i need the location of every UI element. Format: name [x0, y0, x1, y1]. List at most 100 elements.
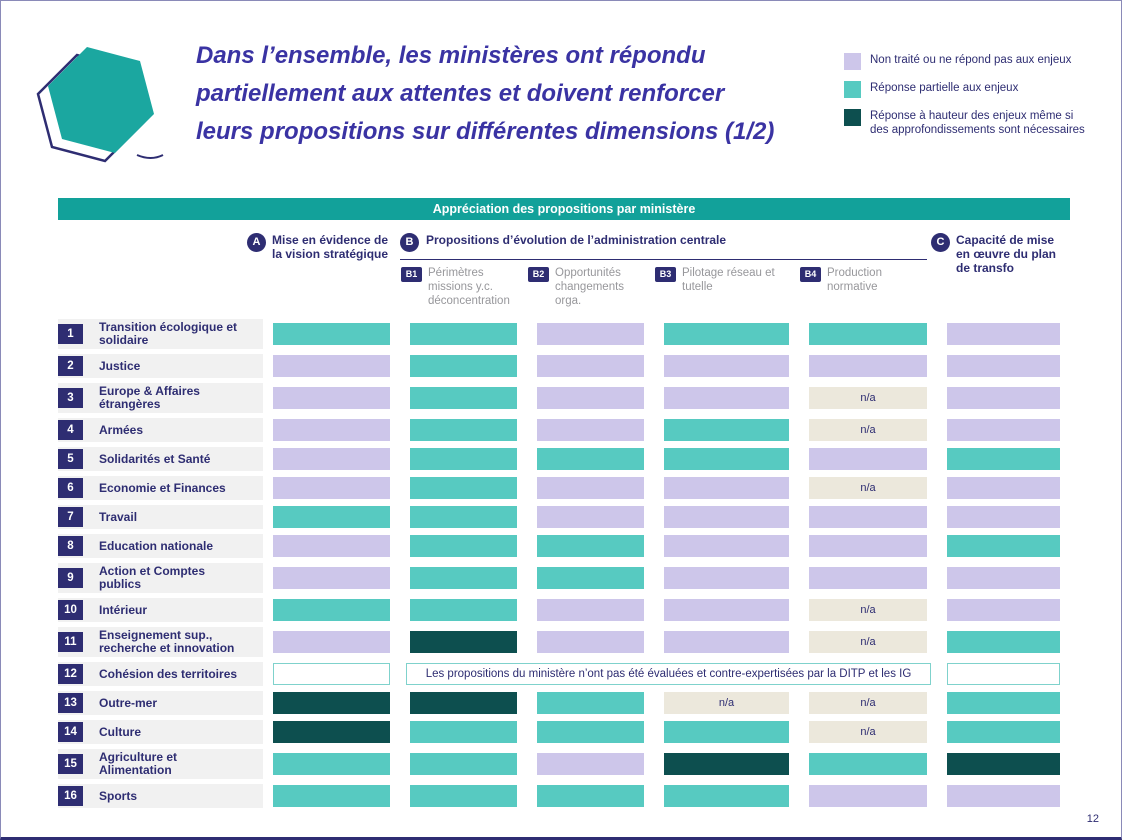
ministry-row: 13 Outre-mer n/a n/a — [58, 691, 1070, 715]
ministry-label: 2 Justice — [58, 354, 263, 378]
rating-cell — [410, 506, 517, 528]
ministry-name: Intérieur — [99, 602, 148, 617]
rating-cell — [664, 506, 789, 528]
ministry-name: Economie et Finances — [99, 480, 226, 495]
rating-cell — [537, 448, 644, 470]
rating-cell — [410, 477, 517, 499]
rating-cell — [273, 506, 390, 528]
rating-cell — [809, 355, 927, 377]
ministry-row: 6 Economie et Finances n/a — [58, 476, 1070, 500]
ministry-row: 4 Armées n/a — [58, 418, 1070, 442]
ministry-name: Sports — [99, 788, 138, 803]
rating-cell — [273, 753, 390, 775]
note-cell-a — [273, 663, 390, 685]
subcolumn-badge-b2: B2 — [528, 267, 549, 282]
rating-cell — [273, 323, 390, 345]
rating-cell — [537, 692, 644, 714]
ministry-name: Culture — [99, 724, 141, 739]
rating-cell — [273, 785, 390, 807]
subcolumn-header-b2: B2 Opportunités changements orga. — [527, 266, 654, 308]
rating-cell — [947, 535, 1060, 557]
rating-cell — [664, 721, 789, 743]
rating-cell — [410, 567, 517, 589]
rating-cell: n/a — [809, 721, 927, 743]
rating-cell — [809, 448, 927, 470]
row-number-badge: 3 — [58, 388, 83, 408]
subcolumn-label-b4: Production normative — [827, 267, 882, 293]
ministry-name: Cohésion des territoires — [99, 666, 238, 681]
rating-cell — [273, 599, 390, 621]
rating-cell: n/a — [664, 692, 789, 714]
subcolumn-header-b4: B4 Production normative — [799, 266, 937, 308]
rating-cell — [809, 567, 927, 589]
rating-cell — [664, 567, 789, 589]
rating-cell — [410, 753, 517, 775]
rating-cell — [410, 419, 517, 441]
column-badge-a: A — [247, 233, 266, 252]
legend-label-none: Non traité ou ne répond pas aux enjeux — [870, 54, 1072, 66]
rating-cell — [537, 419, 644, 441]
rating-cell — [410, 323, 517, 345]
rating-cell — [410, 631, 517, 653]
rating-cell — [537, 535, 644, 557]
rating-cell — [273, 387, 390, 409]
rating-cell: n/a — [809, 599, 927, 621]
rating-cell — [273, 448, 390, 470]
rating-cell — [537, 477, 644, 499]
column-header-b-title: B Propositions d’évolution de l’administ… — [400, 233, 937, 252]
ministry-name: Justice — [99, 358, 141, 373]
column-label-c: Capacité de mise en œuvre du plan de tra… — [956, 233, 1057, 275]
ministry-label: 7 Travail — [58, 505, 263, 529]
rating-cell — [664, 785, 789, 807]
title-line-1: Dans l’ensemble, les ministères ont répo… — [196, 42, 706, 69]
ministry-row: 9 Action et Comptes publics — [58, 563, 1070, 593]
row-number-badge: 8 — [58, 536, 83, 556]
rating-cell — [410, 721, 517, 743]
column-label-a: Mise en évidence de la vision stratégiqu… — [272, 233, 389, 261]
title-line-2: partiellement aux attentes et doivent re… — [196, 80, 725, 107]
row-number-badge: 4 — [58, 420, 83, 440]
assessment-table: A Mise en évidence de la vision stratégi… — [58, 227, 1070, 813]
ministry-row: 7 Travail — [58, 505, 1070, 529]
column-b-divider — [400, 259, 927, 260]
row-number-badge: 5 — [58, 449, 83, 469]
ministry-row: 2 Justice — [58, 354, 1070, 378]
legend-label-partial: Réponse partielle aux enjeux — [870, 82, 1019, 94]
rating-cell — [947, 631, 1060, 653]
column-headers: A Mise en évidence de la vision stratégi… — [58, 227, 1070, 315]
subcolumn-badge-b4: B4 — [800, 267, 821, 282]
ministry-name: Transition écologique et solidaire — [99, 320, 238, 347]
rating-cell — [947, 567, 1060, 589]
rating-cell: n/a — [809, 419, 927, 441]
rating-cell — [273, 419, 390, 441]
rating-cell — [664, 323, 789, 345]
legend: Non traité ou ne répond pas aux enjeux R… — [844, 53, 1112, 137]
subcolumn-badge-b3: B3 — [655, 267, 676, 282]
title-line-3: leurs propositions sur différentes dimen… — [196, 118, 775, 145]
ministry-row: 11 Enseignement sup., recherche et innova… — [58, 627, 1070, 657]
legend-swatch-none — [844, 53, 861, 70]
rating-cell — [664, 448, 789, 470]
column-label-b: Propositions d’évolution de l’administra… — [426, 233, 727, 247]
row-number-badge: 16 — [58, 786, 83, 806]
rating-cell — [947, 323, 1060, 345]
rating-cell — [410, 785, 517, 807]
column-header-c: C Capacité de mise en œuvre du plan de t… — [931, 227, 1070, 275]
rating-cell — [664, 753, 789, 775]
subcolumn-header-b3: B3 Pilotage réseau et tutelle — [654, 266, 799, 308]
row-number-badge: 15 — [58, 754, 83, 774]
ministry-label: 16 Sports — [58, 784, 263, 808]
ministry-name: Enseignement sup., recherche et innovati… — [99, 628, 235, 655]
rating-cell — [410, 448, 517, 470]
hexagon-logo — [36, 47, 164, 163]
ministry-label: 15 Agriculture et Alimentation — [58, 749, 263, 779]
rating-cell — [410, 535, 517, 557]
row-number-badge: 6 — [58, 478, 83, 498]
ministry-name: Action et Comptes publics — [99, 564, 206, 591]
row-number-badge: 13 — [58, 693, 83, 713]
rating-cell — [664, 631, 789, 653]
rating-cell — [410, 387, 517, 409]
ministry-row: 10 Intérieur n/a — [58, 598, 1070, 622]
rating-cell — [537, 567, 644, 589]
